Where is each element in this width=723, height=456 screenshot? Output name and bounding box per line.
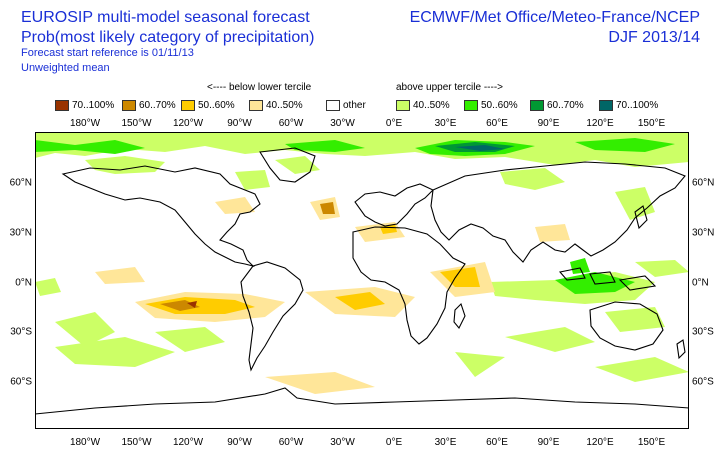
longitude-tick-label: 30°E — [434, 118, 457, 129]
season-label: DJF 2013/14 — [608, 29, 700, 46]
longitude-tick-label: 120°E — [586, 437, 614, 448]
legend-label: 50..60% — [198, 99, 235, 111]
longitude-tick-label: 60°W — [278, 118, 304, 129]
longitude-tick-label: 120°E — [586, 118, 614, 129]
latitude-tick-label: 30°S — [10, 326, 32, 338]
coastlines — [35, 147, 689, 415]
legend-swatch — [464, 99, 478, 111]
legend-item: 70..100% — [55, 98, 114, 112]
title-line-1: EUROSIP multi-model seasonal forecast — [21, 9, 310, 26]
legend-swatch — [530, 99, 544, 111]
longitude-tick-label: 0°E — [385, 118, 403, 129]
above-tercile-shading — [35, 132, 689, 382]
legend-label: 50..60% — [481, 99, 518, 111]
longitude-tick-label: 30°W — [330, 118, 355, 129]
legend-label: 40..50% — [413, 99, 450, 111]
legend-item: 40..50% — [396, 98, 450, 112]
legend-item: 50..60% — [181, 98, 235, 112]
longitude-tick-label: 90°W — [227, 437, 252, 448]
latitude-tick-label: 60°S — [692, 376, 714, 388]
legend: 70..100% 60..70% 50..60% 40..50% other 40..50… — [0, 98, 723, 112]
legend-label: 40..50% — [266, 99, 303, 111]
latitude-tick-label: 30°N — [692, 227, 715, 239]
longitude-tick-label: 30°W — [330, 437, 355, 448]
longitude-tick-label: 150°E — [637, 437, 666, 448]
longitude-tick-label: 60°W — [278, 437, 304, 448]
latitude-tick-label: 30°N — [9, 227, 32, 239]
below-tercile-shading — [95, 197, 570, 394]
longitude-tick-label: 180°W — [69, 437, 101, 448]
above-tercile-label: above upper tercile ----> — [396, 82, 503, 93]
longitude-tick-label: 120°W — [172, 118, 204, 129]
longitude-tick-label: 90°E — [537, 118, 560, 129]
latitude-tick-label: 60°S — [10, 376, 32, 388]
longitude-tick-label: 60°E — [486, 437, 508, 448]
longitude-tick-label: 90°W — [227, 118, 252, 129]
centres-label: ECMWF/Met Office/Meteo-France/NCEP — [409, 9, 700, 26]
legend-swatch — [122, 99, 136, 111]
legend-label: 70..100% — [616, 99, 659, 111]
longitude-tick-label: 30°E — [434, 437, 457, 448]
legend-item: 70..100% — [599, 98, 658, 112]
legend-item: 50..60% — [464, 98, 518, 112]
title-line-2: Prob(most likely category of precipitati… — [21, 29, 315, 46]
legend-label: other — [343, 99, 366, 111]
legend-swatch — [599, 99, 613, 111]
latitude-tick-label: 60°N — [9, 177, 32, 189]
legend-item: other — [326, 98, 366, 112]
longitude-tick-label: 0°E — [385, 437, 403, 448]
legend-label: 70..100% — [72, 99, 115, 111]
legend-swatch — [55, 99, 69, 111]
forecast-start-reference: Forecast start reference is 01/11/13 — [21, 47, 194, 59]
below-tercile-label: <---- below lower tercile — [207, 82, 312, 93]
map-frame — [35, 132, 689, 429]
latitude-tick-label: 0°N — [692, 277, 709, 289]
longitude-tick-label: 120°W — [172, 437, 204, 448]
legend-swatch — [181, 99, 195, 111]
legend-label: 60..70% — [139, 99, 176, 111]
legend-label: 60..70% — [547, 99, 584, 111]
longitude-tick-label: 180°W — [69, 118, 101, 129]
longitude-tick-label: 90°E — [537, 437, 560, 448]
legend-swatch — [396, 99, 410, 111]
latitude-tick-label: 0°N — [15, 277, 32, 289]
legend-item: 60..70% — [122, 98, 176, 112]
longitude-tick-label: 60°E — [486, 118, 508, 129]
legend-item: 60..70% — [530, 98, 584, 112]
latitude-tick-label: 60°N — [692, 177, 715, 189]
legend-swatch — [326, 99, 340, 111]
legend-swatch — [249, 99, 263, 111]
longitude-tick-label: 150°W — [121, 437, 152, 448]
latitude-tick-label: 30°S — [692, 326, 714, 338]
longitude-tick-label: 150°E — [637, 118, 666, 129]
longitude-tick-label: 150°W — [121, 118, 152, 129]
forecast-map — [35, 132, 689, 429]
legend-item: 40..50% — [249, 98, 303, 112]
mean-type-label: Unweighted mean — [21, 62, 110, 74]
